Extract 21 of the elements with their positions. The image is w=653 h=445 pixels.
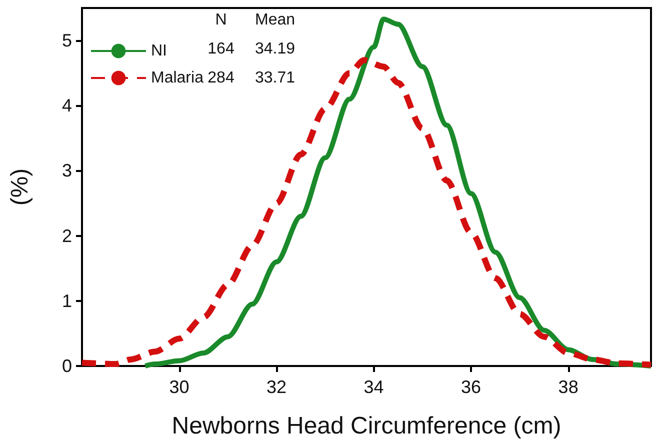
y-tick-label: 5 (62, 30, 72, 51)
annotation: 164 (208, 40, 234, 58)
annotation: Mean (254, 12, 296, 28)
y-tick-label: 2 (62, 226, 72, 246)
y-tick-label: 4 (62, 96, 72, 116)
x-tick-label: 32 (266, 377, 287, 397)
y-tick-label: 0 (62, 356, 72, 376)
legend-label: Malaria (151, 70, 204, 86)
annotation: 33.71 (254, 70, 296, 86)
legend-label: NI (151, 42, 167, 60)
y-axis-title: (%) (6, 168, 34, 206)
y-tick-label: 3 (62, 160, 72, 181)
annotation: 284 (208, 70, 234, 86)
y-tick-label: 1 (62, 290, 72, 311)
x-tick-label: 34 (364, 377, 384, 397)
x-tick-label: 30 (169, 377, 190, 397)
x-tick-label: 38 (558, 377, 578, 397)
annotation: N (215, 12, 227, 28)
annotation: 34.19 (254, 40, 296, 58)
x-axis-title: Newborns Head Circumference (cm) (172, 412, 562, 440)
x-tick-label: 36 (461, 377, 482, 397)
